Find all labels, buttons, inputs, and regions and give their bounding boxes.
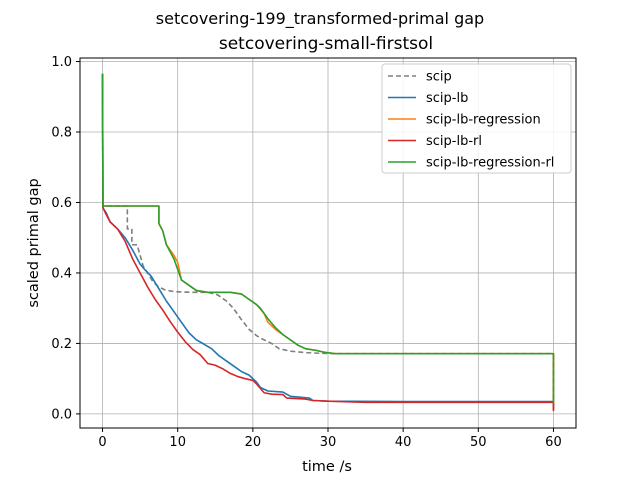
chart-suptitle: setcovering-199_transformed-primal gap (156, 9, 484, 29)
x-tick-label: 60 (545, 435, 562, 450)
x-axis-label: time /s (302, 459, 352, 475)
legend: scip scip-lb scip-lb-regression scip-lb-rl s… (381, 63, 572, 174)
y-tick-label: 0.8 (51, 126, 72, 141)
y-tick-label: 1.0 (51, 55, 72, 70)
series-line-scip-lb-regression-rl (101, 73, 555, 404)
legend-label: scip-lb-regression-rl (426, 156, 554, 171)
legend-label: scip-lb (426, 91, 468, 106)
x-tick-label: 30 (320, 435, 337, 450)
x-tick-label: 20 (245, 435, 262, 450)
legend-box (381, 63, 572, 174)
x-tick-label: 50 (470, 435, 487, 450)
legend-label: scip-lb-rl (426, 134, 482, 149)
y-tick-label: 0.0 (51, 407, 72, 422)
y-tick-label: 0.2 (51, 337, 72, 352)
axis-ticks: 0 10 20 30 40 50 60 0.0 0.2 0.4 0.6 0.8 1.0 (51, 55, 561, 450)
series-line-scip (101, 73, 555, 410)
legend-label: scip (426, 70, 452, 85)
x-tick-label: 0 (98, 435, 106, 450)
y-tick-label: 0.4 (51, 266, 72, 281)
x-tick-label: 10 (169, 435, 186, 450)
series-line-scip-lb (101, 73, 555, 410)
series-line-scip-lb-rl (101, 73, 555, 412)
legend-label: scip-lb-regression (426, 113, 541, 128)
y-axis-label: scaled primal gap (26, 178, 42, 307)
x-tick-label: 40 (395, 435, 412, 450)
plot-area (101, 73, 555, 412)
y-tick-label: 0.6 (51, 196, 72, 211)
chart-title: setcovering-small-firstsol (219, 34, 433, 54)
